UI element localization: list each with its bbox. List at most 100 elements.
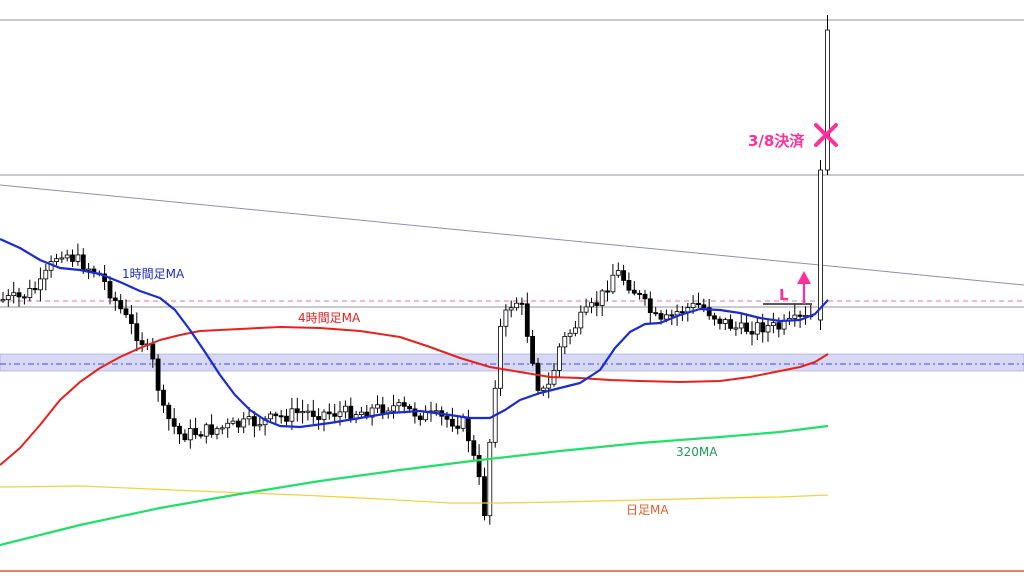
series-label-ma-320: 320MA [676, 445, 718, 459]
candle-body [123, 308, 129, 316]
candle-body [407, 405, 413, 410]
ma-4h-line [0, 326, 829, 466]
candle-body [535, 362, 541, 391]
daily-ma-line [0, 485, 829, 504]
candle-body [289, 408, 295, 422]
candle-body [326, 411, 332, 415]
candle-body [219, 427, 225, 430]
candle-body [514, 302, 519, 309]
candle-body [59, 257, 65, 260]
candle-body [182, 433, 188, 441]
candle-body [43, 269, 49, 280]
candle-body [776, 322, 782, 330]
candle-body [337, 411, 343, 417]
x-mark-icon [814, 123, 838, 147]
candle-body [637, 292, 642, 295]
candle-body [155, 358, 161, 391]
candle-body [332, 413, 338, 417]
candle-body [38, 278, 43, 291]
candle-body [605, 290, 610, 293]
candle-body [680, 311, 685, 314]
candle-body [717, 318, 723, 324]
candle-body [818, 169, 823, 321]
candle-body [749, 331, 755, 335]
candle-body [573, 327, 578, 334]
candle-body [5, 295, 11, 301]
ma-320-line [0, 424, 829, 547]
candle-body [476, 454, 482, 478]
candle-body [760, 322, 766, 333]
candle-body [444, 415, 450, 420]
candle-body [465, 417, 471, 442]
candle-body [257, 424, 263, 427]
candle-body [631, 289, 637, 294]
candle-body [358, 411, 364, 416]
candle-body [578, 311, 584, 329]
candle-body [193, 428, 199, 436]
candle-body [375, 404, 380, 409]
candle-body [16, 292, 22, 298]
candle-body [54, 258, 59, 263]
candle-body [86, 268, 91, 271]
candle-body [567, 332, 573, 337]
candle-body [235, 420, 241, 428]
candle-body [161, 389, 166, 406]
candle-body [658, 313, 664, 320]
candle-body [594, 302, 600, 306]
candle-body [401, 402, 407, 407]
exit-note: 3/8決済 [748, 132, 805, 150]
series-label-ma-4h: 4時間足MA [298, 311, 361, 325]
candle-body [209, 424, 215, 435]
candle-body [728, 319, 733, 329]
candle-body [647, 298, 653, 313]
candle-body [177, 425, 182, 435]
candle-body [733, 327, 739, 330]
candle-body [134, 323, 140, 342]
candle-body [797, 314, 803, 317]
candle-body [203, 424, 209, 437]
candle-body [80, 254, 86, 270]
candle-body [583, 306, 589, 313]
candle-body [765, 325, 771, 333]
series-label-ma-1h: 1時間足MA [122, 267, 185, 281]
candle-body [27, 287, 33, 298]
candle-body [503, 309, 509, 327]
candle-body [674, 311, 680, 316]
candle-body [471, 440, 477, 456]
candle-body [508, 307, 514, 311]
candle-body [792, 314, 798, 319]
candle-body [738, 322, 744, 329]
candle-body [722, 319, 728, 324]
candle-body [498, 325, 503, 389]
up-arrow-head [797, 271, 811, 284]
candle-body [712, 315, 717, 320]
candle-body [112, 297, 118, 301]
candle-body [455, 425, 461, 429]
entry-note: L [779, 286, 789, 304]
candle-body [11, 292, 17, 297]
candle-body [316, 416, 322, 420]
candle-body [214, 428, 220, 435]
candle-body [64, 254, 70, 259]
candle-body [75, 254, 81, 262]
candle-body [321, 411, 327, 420]
candle-body [369, 407, 375, 418]
candle-body [417, 415, 423, 420]
candle-body [562, 335, 568, 348]
x-mark-stroke-b [814, 123, 838, 147]
candle-body [150, 343, 156, 360]
candle-body [305, 410, 311, 413]
candle-body [70, 254, 75, 262]
candle-body [294, 408, 300, 414]
candle-body [540, 387, 546, 391]
candle-body [825, 29, 830, 171]
candle-body [610, 274, 616, 293]
candle-body [139, 340, 145, 346]
candle-body [187, 428, 193, 441]
candle-body [0, 299, 6, 302]
candle-body [653, 312, 659, 315]
candle-body [391, 405, 396, 412]
candle-body [754, 322, 760, 335]
candle-body [107, 281, 113, 299]
